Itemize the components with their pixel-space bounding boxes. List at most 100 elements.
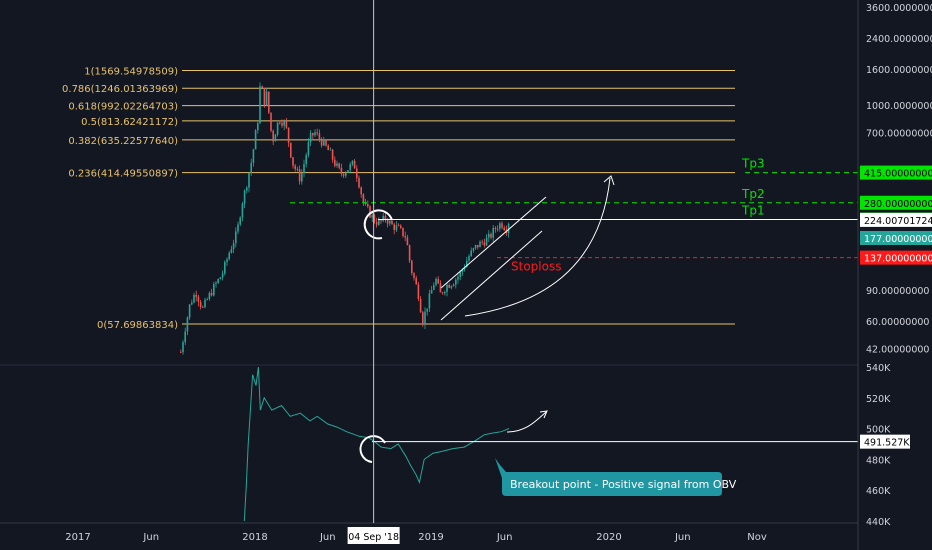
obv-projection-arrow xyxy=(539,410,548,419)
channel-upper-line xyxy=(440,196,547,289)
candle-body xyxy=(499,223,501,229)
candle-body xyxy=(424,311,426,325)
obv-value-tag-bg xyxy=(860,434,910,449)
target-label-tp1: Tp1 xyxy=(741,204,765,218)
candle-body xyxy=(358,177,360,188)
candle-body xyxy=(221,273,224,278)
candle-body xyxy=(413,273,415,278)
candle-body xyxy=(327,145,330,151)
time-axis-tick: 2018 xyxy=(242,532,267,543)
candle-body xyxy=(180,352,182,353)
candle-body xyxy=(406,237,409,246)
obv-projection-curve xyxy=(506,411,547,433)
candle-body xyxy=(507,223,510,234)
candle-body xyxy=(367,204,369,207)
candle-body xyxy=(230,249,233,253)
candle-body xyxy=(186,317,189,332)
candle-body xyxy=(360,187,363,195)
candle-body xyxy=(296,169,299,170)
candle-body xyxy=(228,252,231,260)
candle-body xyxy=(342,173,345,176)
candle-body xyxy=(481,241,484,243)
candle-body xyxy=(386,219,389,224)
candle-body xyxy=(422,312,424,325)
candle-body xyxy=(265,91,268,106)
candle-body xyxy=(459,272,462,277)
fib-level-label: 0.236(414.49550897) xyxy=(68,169,178,180)
candle-body xyxy=(435,278,437,286)
candle-body xyxy=(457,276,459,280)
candle-body xyxy=(373,215,376,223)
candle-body xyxy=(320,138,323,146)
candle-body xyxy=(182,342,184,353)
candle-body xyxy=(474,245,477,249)
candle-body xyxy=(254,130,257,150)
candle-body xyxy=(268,91,270,113)
candle-body xyxy=(219,277,222,279)
secondary-price-tag: 177.00000000 xyxy=(864,234,932,245)
time-axis-tick: Jun xyxy=(674,532,691,543)
candle-body xyxy=(237,224,239,232)
fib-level-label: 0.382(635.22577640) xyxy=(68,136,178,147)
price-axis-tick: 42.00000000 xyxy=(866,344,929,355)
candle-body xyxy=(336,163,338,166)
candle-body xyxy=(433,285,435,290)
candle-body xyxy=(488,233,490,238)
candle-body xyxy=(318,133,321,139)
candle-body xyxy=(340,167,343,174)
time-axis-tick: Jun xyxy=(142,532,159,543)
candles xyxy=(180,82,510,355)
candle-body xyxy=(287,127,290,143)
candle-body xyxy=(400,225,402,228)
candle-body xyxy=(188,304,191,318)
candle-body xyxy=(279,122,281,124)
candle-body xyxy=(452,284,455,287)
overlay: Breakout point - Positive signal from OB… xyxy=(359,0,737,523)
obv-axis-tick: 460K xyxy=(866,486,891,497)
obv-axis-tick: 440K xyxy=(866,517,891,528)
candle-body xyxy=(444,291,446,294)
time-axis-tick: Jun xyxy=(319,532,336,543)
candle-body xyxy=(250,162,253,174)
fib-level-label: 0.5(813.62421172) xyxy=(81,117,178,128)
time-axis-tick: 2017 xyxy=(65,532,90,543)
candle-body xyxy=(204,299,206,308)
candle-body xyxy=(468,256,470,261)
candle-body xyxy=(446,284,448,292)
candle-body xyxy=(226,259,228,262)
projection-curve xyxy=(464,177,611,317)
candle-body xyxy=(382,215,385,221)
stoploss-price-tag-bg xyxy=(860,250,932,265)
target-price-tag: 280.00000000 xyxy=(864,199,932,210)
candle-body xyxy=(463,267,466,270)
fib-level-label: 0.786(1246.01363969) xyxy=(62,84,178,95)
obv-axis-tick: 520K xyxy=(866,394,891,405)
candle-body xyxy=(417,284,420,299)
target-price-tag-bg xyxy=(860,195,932,210)
candle-body xyxy=(208,292,211,300)
price-axis-tick: 3600.00000000 xyxy=(866,3,932,14)
candle-body xyxy=(472,248,475,251)
candle-body xyxy=(347,170,349,173)
obv-breakout-circle xyxy=(359,435,386,463)
candle-body xyxy=(362,194,365,204)
candle-body xyxy=(483,242,486,246)
candle-body xyxy=(323,139,325,146)
candle-body xyxy=(325,139,327,146)
candle-body xyxy=(259,86,261,124)
candle-body xyxy=(441,292,444,294)
price-axis-tick: 60.00000000 xyxy=(866,317,929,328)
candle-body xyxy=(402,227,404,237)
candle-body xyxy=(426,308,429,312)
stoploss-label: Stoploss xyxy=(511,260,561,274)
candle-body xyxy=(276,122,279,135)
candle-body xyxy=(353,160,356,169)
fib-level-label: 0(57.69863834) xyxy=(97,320,178,331)
candle-body xyxy=(281,122,283,126)
crosshair-date-tag: 04 Sep '18 xyxy=(348,532,399,543)
candle-body xyxy=(397,225,400,227)
candle-body xyxy=(309,133,312,143)
candle-body xyxy=(351,160,354,165)
